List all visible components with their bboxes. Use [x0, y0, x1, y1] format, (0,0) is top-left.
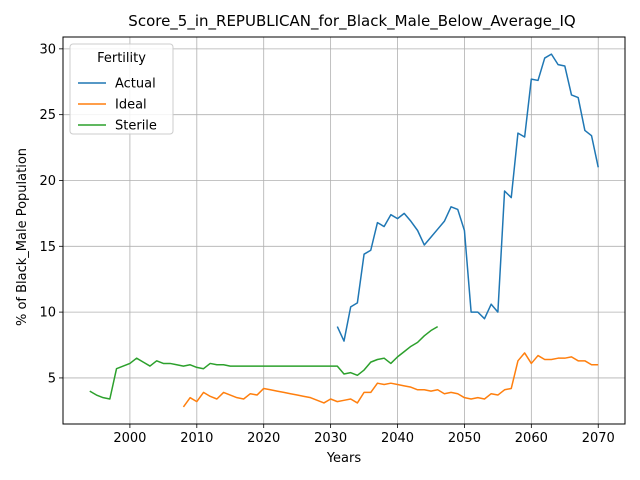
x-tick-label: 2010 [180, 431, 213, 446]
x-tick-label: 2050 [448, 431, 481, 446]
legend-title: Fertility [97, 51, 146, 66]
x-tick-label: 2060 [515, 431, 548, 446]
series-line-actual [336, 53, 599, 342]
legend-entry: Actual [115, 77, 156, 92]
x-tick-label: 2020 [247, 431, 280, 446]
x-axis-label: Years [326, 451, 362, 466]
x-tick-label: 2040 [381, 431, 414, 446]
x-tick-label: 2030 [314, 431, 347, 446]
legend: Fertility Actual Ideal Sterile [69, 43, 174, 135]
y-tick-label: 15 [39, 240, 56, 255]
legend-box [69, 43, 174, 135]
series-line-ideal [182, 352, 599, 408]
y-tick-label: 20 [39, 174, 56, 189]
series-line-sterile [89, 325, 439, 400]
y-tick-label: 30 [39, 42, 56, 57]
x-tick-label: 2000 [113, 431, 146, 446]
legend-entry: Ideal [115, 98, 147, 113]
axis-ticks: 2000 2010 2020 2030 2040 2050 2060 2070 5 10 15 20 2… [39, 42, 614, 446]
chart-title: Score_5_in_REPUBLICAN_for_Black_Male_Bel… [128, 12, 575, 31]
plot-frame [62, 36, 626, 425]
series-lines [89, 53, 599, 408]
y-tick-label: 5 [48, 371, 56, 386]
legend-entry: Sterile [115, 119, 157, 134]
y-tick-label: 25 [39, 108, 56, 123]
x-tick-label: 2070 [582, 431, 615, 446]
y-tick-label: 10 [39, 306, 56, 321]
y-axis-label: % of Black_Male Population [15, 148, 30, 326]
